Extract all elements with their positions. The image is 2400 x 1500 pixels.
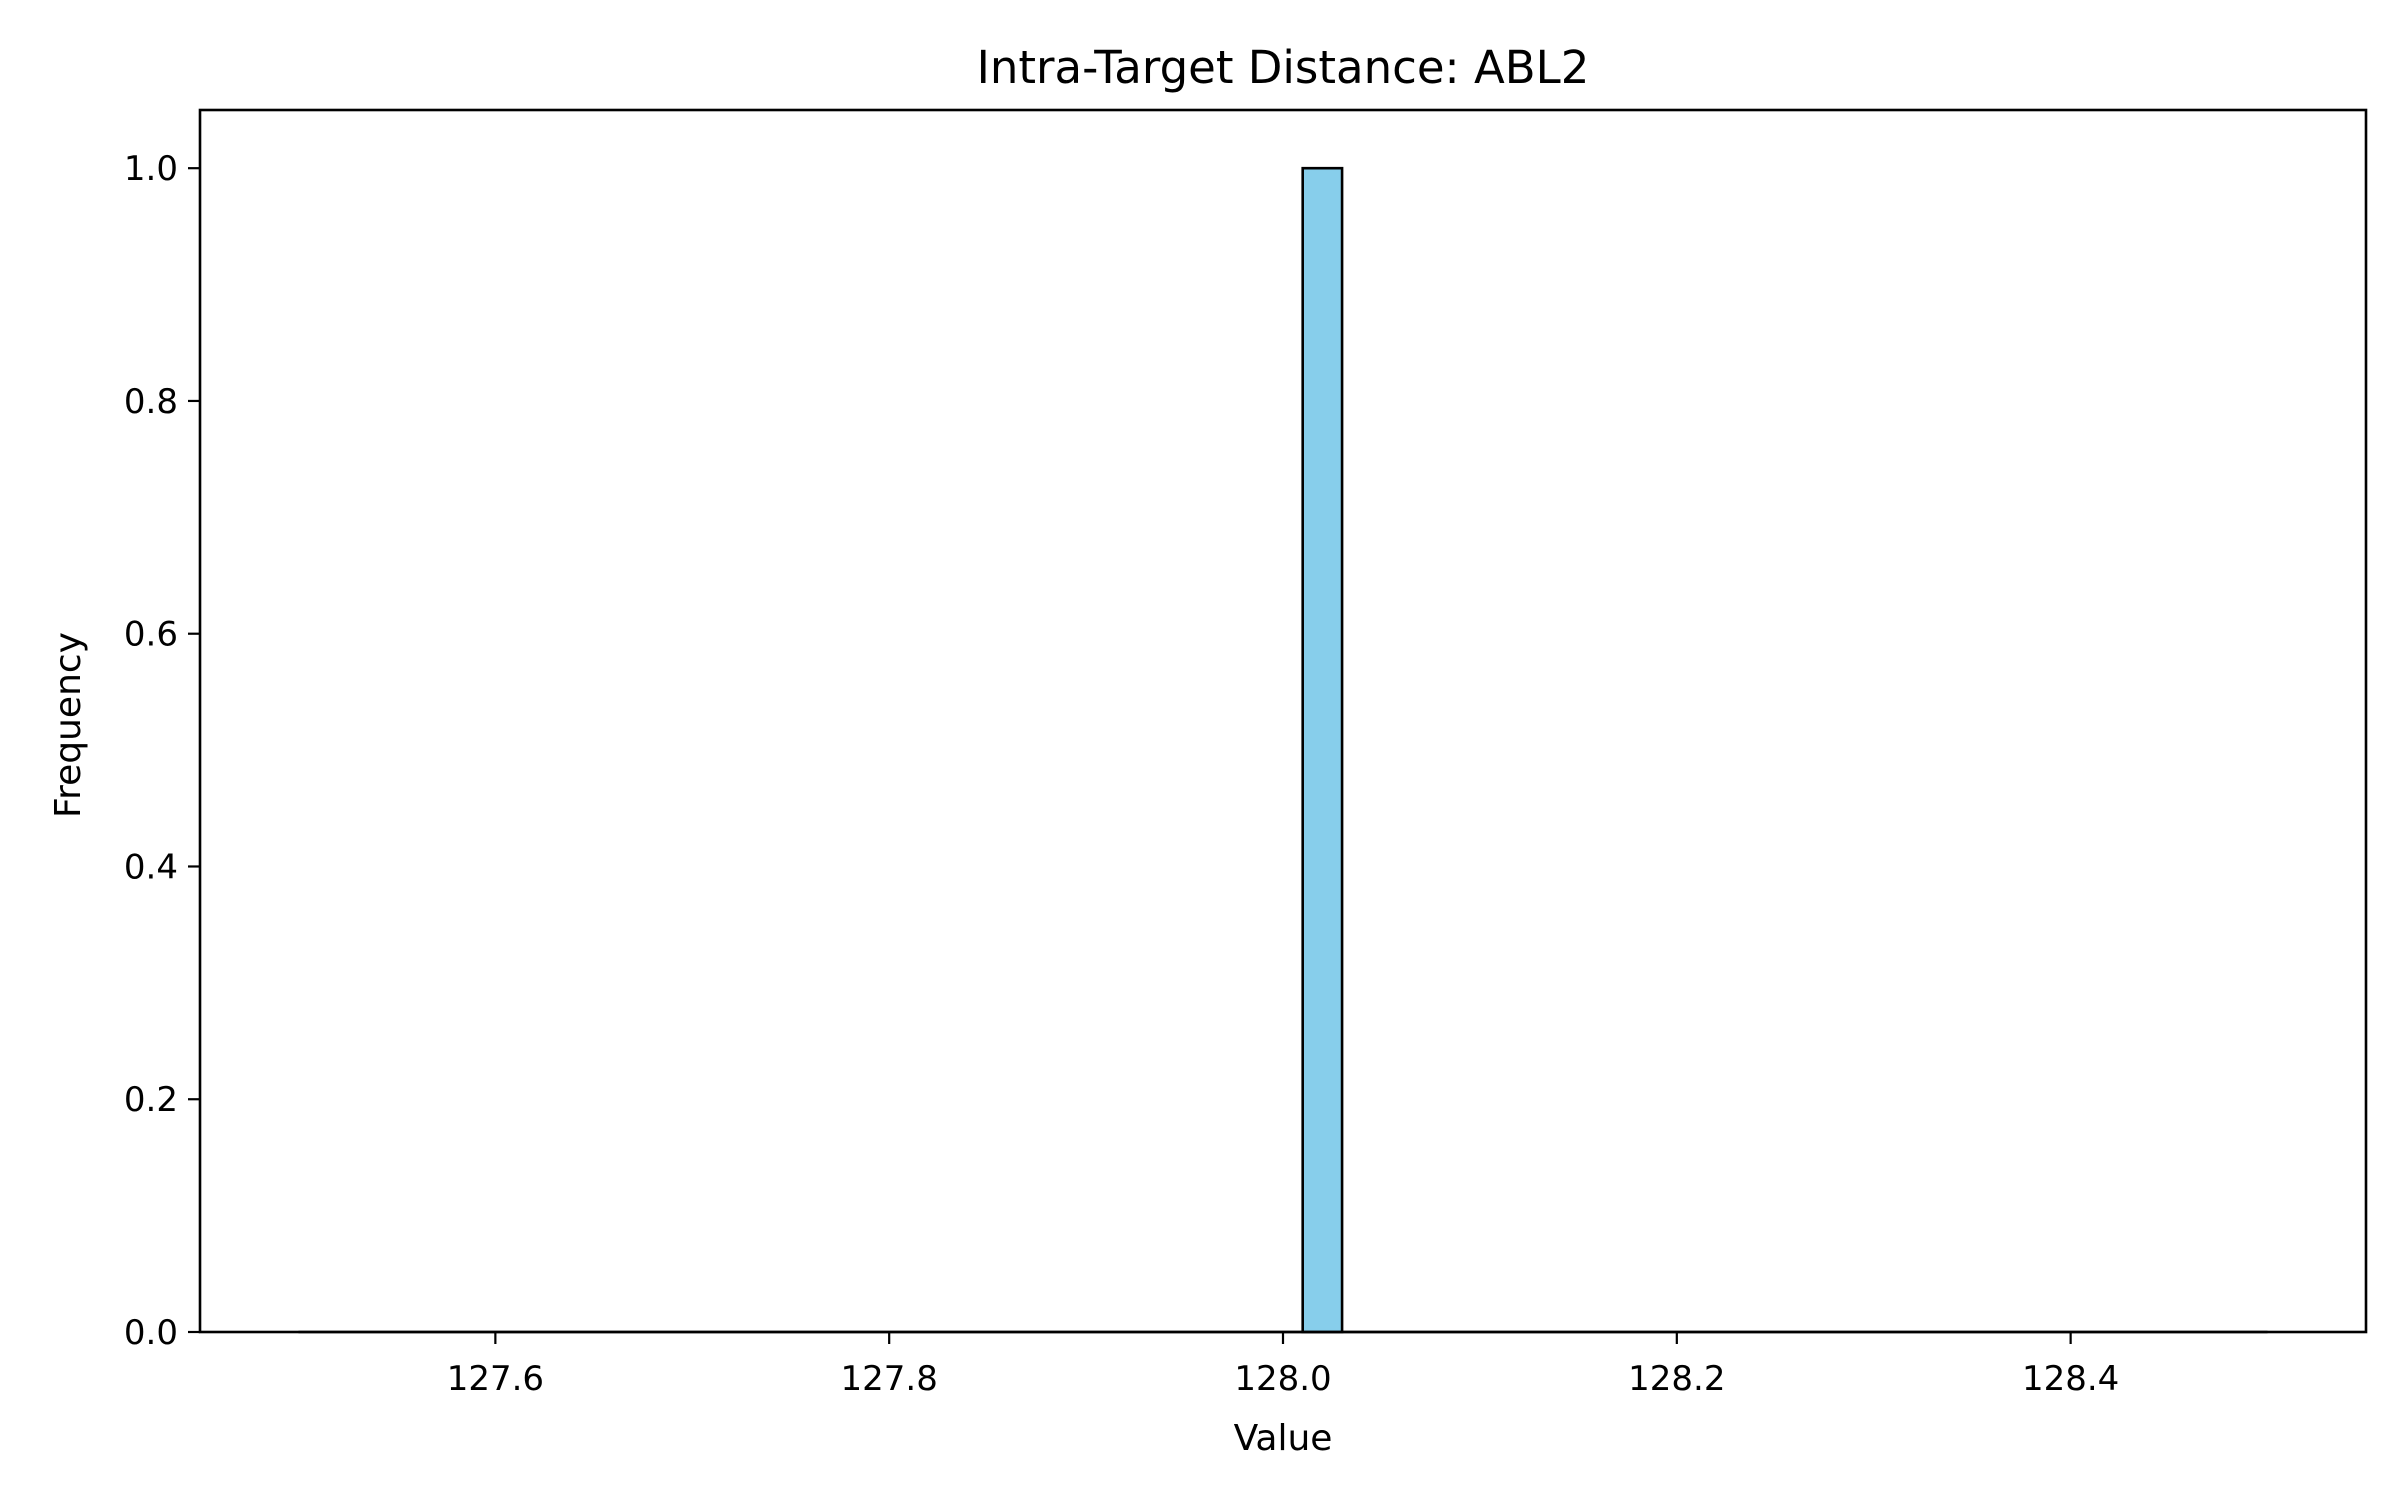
y-tick-label: 0.2 [124, 1080, 178, 1120]
x-axis-label: Value [1234, 1418, 1333, 1459]
x-tick-label: 128.0 [1234, 1359, 1331, 1399]
x-tick-label: 128.4 [2022, 1359, 2119, 1399]
y-axis-label: Frequency [48, 632, 89, 818]
y-tick-label: 0.8 [124, 382, 178, 422]
y-tick-label: 1.0 [124, 149, 178, 189]
x-tick-label: 127.6 [447, 1359, 544, 1399]
x-axis: 127.6 127.8 128.0 128.2 128.4 [447, 1332, 2119, 1399]
histogram-bar [1301, 166, 1344, 1334]
y-tick-label: 0.4 [124, 847, 178, 887]
chart-title: Intra-Target Distance: ABL2 [977, 41, 1590, 94]
x-tick-label: 127.8 [841, 1359, 938, 1399]
y-tick-label: 0.6 [124, 615, 178, 655]
y-axis: 0.0 0.2 0.4 0.6 0.8 1.0 [124, 149, 200, 1353]
x-tick-label: 128.2 [1628, 1359, 1725, 1399]
y-tick-label: 0.0 [124, 1313, 178, 1353]
